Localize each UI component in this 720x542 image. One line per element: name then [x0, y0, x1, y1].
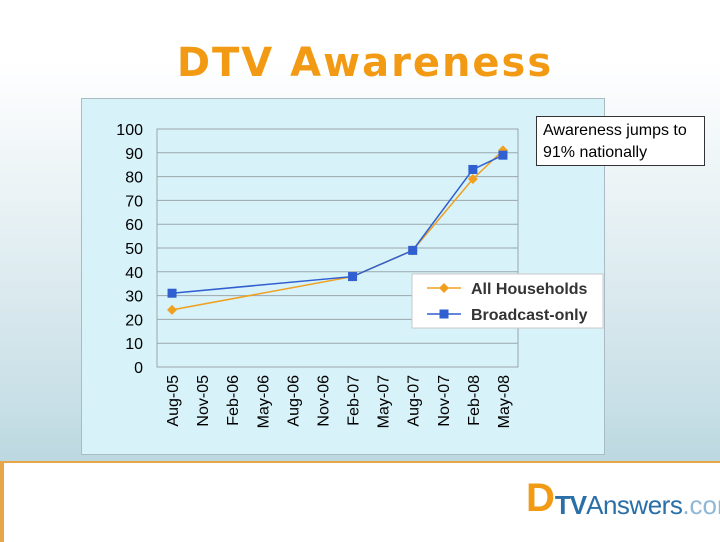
x-tick-label: Nov-06: [315, 375, 332, 427]
x-tick-label: Aug-06: [285, 375, 302, 427]
y-tick-label: 50: [125, 241, 143, 258]
x-tick-label: May-07: [376, 375, 393, 428]
x-tick-label: Feb-06: [225, 375, 242, 426]
x-tick-label: May-08: [496, 375, 513, 428]
y-tick-label: 100: [116, 122, 143, 139]
y-tick-label: 60: [125, 217, 143, 234]
chart-legend: All Households Broadcast-only: [411, 273, 604, 329]
legend-marker-diamond: [439, 283, 449, 293]
y-tick-label: 20: [125, 312, 143, 329]
y-tick-label: 90: [125, 146, 143, 163]
data-point-diamond: [467, 173, 478, 184]
x-tick-label: Nov-05: [195, 375, 212, 427]
data-point-square: [348, 272, 358, 282]
legend-marker-square: [439, 309, 449, 319]
x-tick-label: Aug-05: [165, 375, 182, 427]
dtvanswers-logo: DTVAnswers.com: [526, 476, 720, 520]
data-point-square: [468, 164, 478, 174]
footer-bar: [0, 461, 720, 542]
x-tick-label: Feb-08: [466, 375, 483, 426]
x-tick-label: Aug-07: [406, 375, 423, 427]
logo-com: .com: [682, 490, 720, 520]
y-tick-label: 30: [125, 289, 143, 306]
y-tick-label: 70: [125, 193, 143, 210]
x-tick-label: Feb-07: [346, 375, 363, 426]
legend-label: All Households: [471, 281, 588, 298]
footer-accent: [0, 463, 4, 542]
data-point-square: [167, 288, 177, 298]
line-chart: 0 10 20 30 40 50 60 70 80 90 100 Aug-05 Nov-05 Feb-0…: [116, 122, 604, 428]
data-point-diamond: [167, 304, 178, 315]
y-tick-label: 0: [134, 360, 143, 377]
data-point-square: [408, 245, 418, 255]
logo-answers: Answers: [586, 490, 683, 520]
callout-note: Awareness jumps to 91% nationally: [536, 116, 705, 166]
page-title: DTV Awareness: [176, 40, 554, 86]
logo-d: D: [526, 476, 555, 520]
data-point-square: [498, 150, 508, 160]
x-tick-label: Nov-07: [436, 375, 453, 427]
y-tick-label: 80: [125, 170, 143, 187]
x-tick-label: May-06: [255, 375, 272, 428]
logo-tv: TV: [554, 490, 587, 520]
y-tick-label: 40: [125, 265, 143, 282]
legend-label: Broadcast-only: [471, 307, 588, 324]
y-tick-label: 10: [125, 336, 143, 353]
